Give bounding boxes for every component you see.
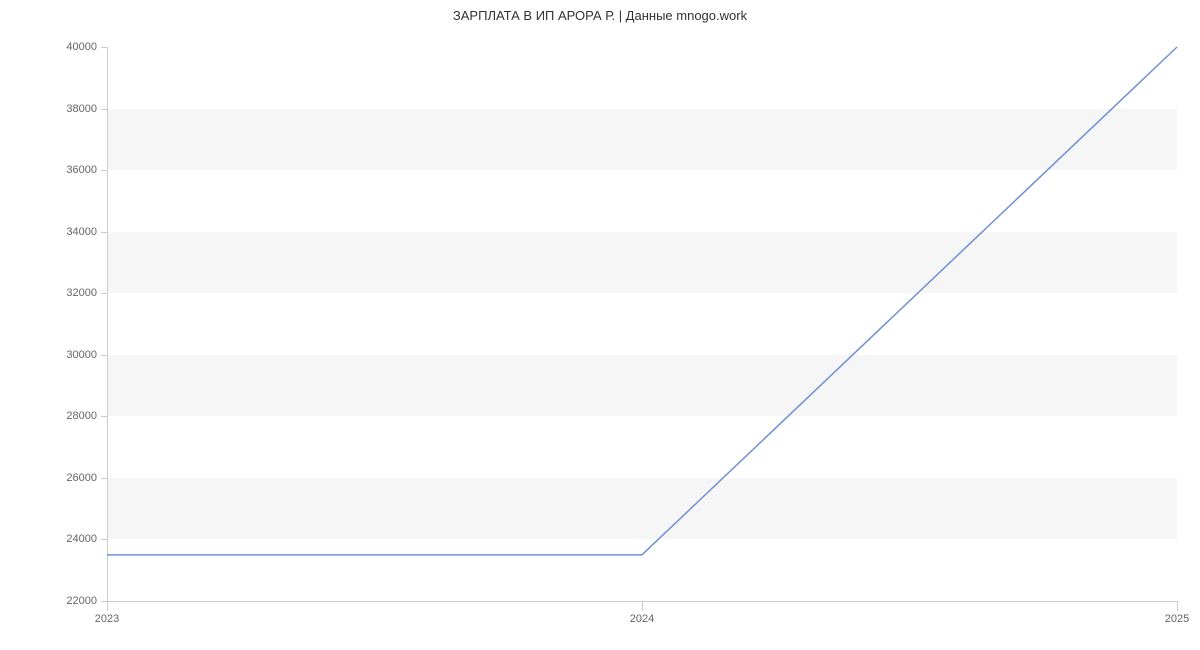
- y-tick-label: 38000: [66, 103, 97, 115]
- line-series: [107, 47, 1177, 601]
- chart-title: ЗАРПЛАТА В ИП АРОРА Р. | Данные mnogo.wo…: [0, 8, 1200, 23]
- x-tick: [1177, 601, 1178, 611]
- x-tick: [642, 601, 643, 611]
- y-tick-label: 34000: [66, 226, 97, 238]
- x-tick-label: 2023: [95, 613, 119, 625]
- y-tick-label: 36000: [66, 164, 97, 176]
- plot-area: 2200024000260002800030000320003400036000…: [107, 47, 1177, 601]
- series-line-salary: [107, 47, 1177, 555]
- y-tick-label: 26000: [66, 472, 97, 484]
- y-tick-label: 24000: [66, 533, 97, 545]
- y-tick-label: 40000: [66, 41, 97, 53]
- y-tick-label: 22000: [66, 595, 97, 607]
- y-tick-label: 28000: [66, 410, 97, 422]
- x-tick-label: 2025: [1165, 613, 1189, 625]
- y-tick-label: 30000: [66, 349, 97, 361]
- x-tick: [107, 601, 108, 611]
- salary-line-chart: ЗАРПЛАТА В ИП АРОРА Р. | Данные mnogo.wo…: [0, 0, 1200, 650]
- y-tick-label: 32000: [66, 287, 97, 299]
- x-tick-label: 2024: [630, 613, 654, 625]
